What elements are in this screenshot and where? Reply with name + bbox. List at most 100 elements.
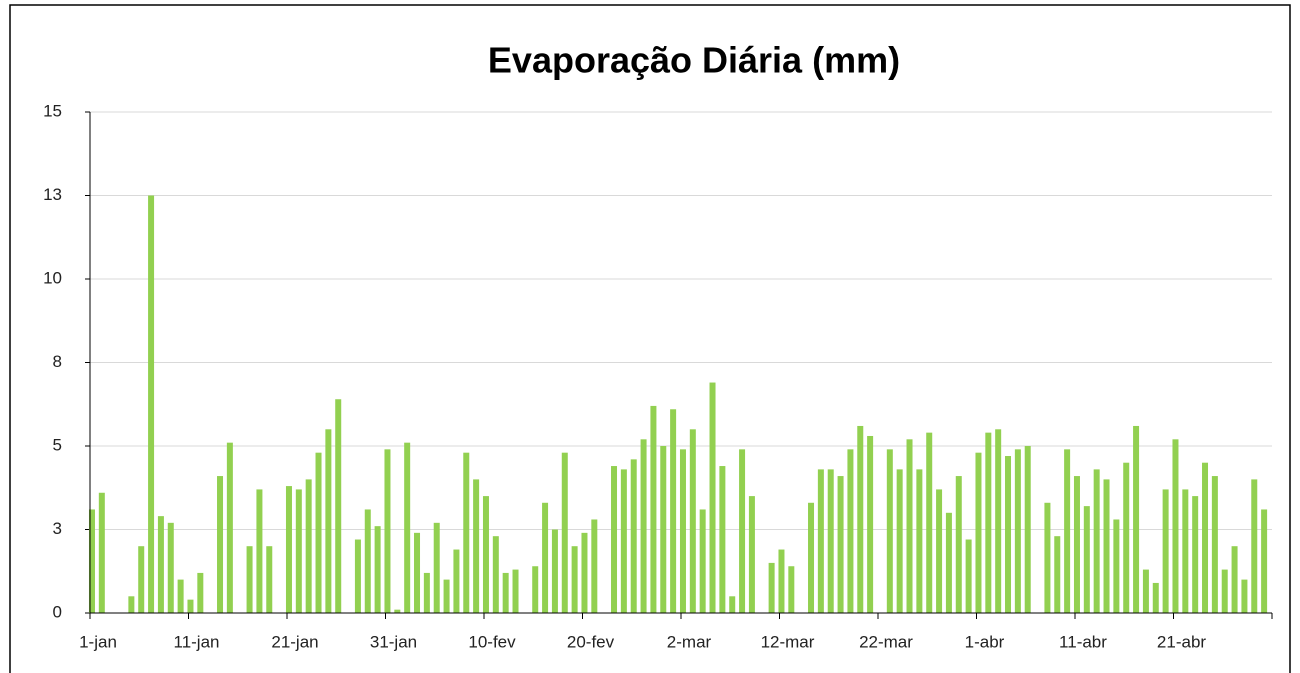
bar <box>1211 476 1218 613</box>
bar <box>374 526 381 613</box>
bar <box>965 539 972 613</box>
bar <box>1152 582 1159 613</box>
bar <box>463 452 470 613</box>
bar <box>453 549 460 613</box>
bar <box>325 429 332 613</box>
bar <box>394 609 401 613</box>
bar <box>1133 425 1140 613</box>
bar <box>246 546 253 613</box>
bar <box>886 449 893 613</box>
bar <box>217 476 224 613</box>
bar <box>561 452 568 613</box>
x-tick-label: 1-abr <box>965 632 1005 651</box>
bar <box>896 469 903 613</box>
bar <box>788 566 795 613</box>
bar <box>1261 509 1268 613</box>
bar <box>955 476 962 613</box>
bar <box>995 429 1002 613</box>
x-tick-label: 21-abr <box>1157 632 1206 651</box>
bar <box>197 572 204 613</box>
bar <box>295 489 302 613</box>
bar <box>1064 449 1071 613</box>
y-tick-label: 10 <box>43 268 62 287</box>
bar <box>1044 502 1051 613</box>
bar <box>808 502 815 613</box>
bar <box>1005 456 1012 613</box>
bar <box>739 449 746 613</box>
bar <box>157 516 164 613</box>
bar <box>1202 462 1209 613</box>
bar <box>1014 449 1021 613</box>
bar <box>88 509 95 613</box>
bar <box>1103 479 1110 613</box>
bar <box>729 596 736 613</box>
bar <box>1241 579 1248 613</box>
bar <box>660 446 667 613</box>
bar <box>936 489 943 613</box>
bar <box>414 532 421 613</box>
bar <box>857 425 864 613</box>
bar <box>827 469 834 613</box>
bar <box>670 409 677 613</box>
bar <box>1073 476 1080 613</box>
x-tick-label: 21-jan <box>271 632 318 651</box>
bar <box>1093 469 1100 613</box>
bar <box>1221 569 1228 613</box>
bar <box>315 452 322 613</box>
bar <box>1123 462 1130 613</box>
y-tick-label: 5 <box>53 435 62 454</box>
bar <box>1024 446 1031 613</box>
bar <box>611 466 618 613</box>
bar <box>837 476 844 613</box>
y-tick-label: 15 <box>43 101 62 120</box>
bar <box>433 522 440 613</box>
chart-title: Evaporação Diária (mm) <box>488 40 900 81</box>
bar <box>847 449 854 613</box>
bar <box>906 439 913 613</box>
bar <box>404 442 411 613</box>
bar <box>1054 536 1061 613</box>
bar <box>571 546 578 613</box>
x-tick-label: 1-jan <box>79 632 117 651</box>
bar <box>620 469 627 613</box>
bar <box>187 599 194 613</box>
bar <box>975 452 982 613</box>
x-tick-label: 22-mar <box>859 632 913 651</box>
bar <box>98 492 105 613</box>
y-tick-label: 3 <box>53 519 62 538</box>
x-tick-label: 31-jan <box>370 632 417 651</box>
x-tick-label: 2-mar <box>667 632 712 651</box>
bar <box>1231 546 1238 613</box>
bar <box>512 569 519 613</box>
bar <box>226 442 233 613</box>
bar <box>138 546 145 613</box>
bar <box>1182 489 1189 613</box>
bar <box>719 466 726 613</box>
bar <box>285 486 292 613</box>
bar <box>1113 519 1120 613</box>
bar <box>335 399 342 613</box>
x-tick-label: 11-jan <box>174 632 220 651</box>
bar <box>778 549 785 613</box>
bar <box>177 579 184 613</box>
y-tick-label: 13 <box>43 185 62 204</box>
bar <box>817 469 824 613</box>
bar <box>384 449 391 613</box>
bar <box>354 539 361 613</box>
bar <box>423 572 430 613</box>
bar <box>689 429 696 613</box>
bar <box>768 562 775 613</box>
bar <box>542 502 549 613</box>
bar <box>581 532 588 613</box>
bar <box>916 469 923 613</box>
bar <box>1192 496 1199 613</box>
bar <box>148 195 155 613</box>
x-tick-label: 20-fev <box>567 632 615 651</box>
x-tick-label: 12-mar <box>761 632 815 651</box>
bar <box>532 566 539 613</box>
bar <box>985 432 992 613</box>
bar <box>650 405 657 613</box>
bar <box>709 382 716 613</box>
